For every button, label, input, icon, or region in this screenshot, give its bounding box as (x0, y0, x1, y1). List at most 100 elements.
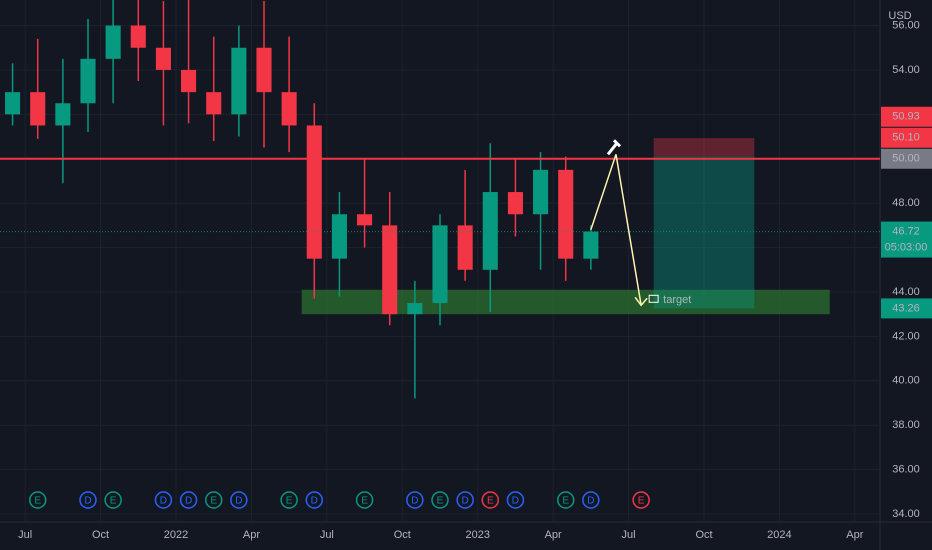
event-marker (481, 491, 500, 509)
x-tick-label: Apr (846, 529, 863, 541)
candle-body (5, 92, 21, 115)
annotation: target (663, 294, 691, 306)
candle-body (206, 92, 222, 115)
candle-body (357, 214, 373, 226)
event-label: E (562, 496, 569, 507)
price-tag-label: 50.10 (892, 132, 920, 144)
event-marker (28, 491, 47, 509)
event-label: E (361, 496, 368, 507)
candle-body (457, 225, 473, 270)
candle-body (30, 92, 46, 126)
event-label: D (462, 496, 469, 507)
candle-body (583, 231, 599, 259)
event-label: E (286, 496, 293, 507)
x-tick-label: Oct (394, 529, 411, 541)
candle-body (80, 58, 96, 104)
event-label: E (638, 496, 645, 507)
event-label: E (34, 496, 41, 507)
event-label: D (512, 496, 519, 507)
price-tag (881, 127, 932, 148)
candle-body (331, 214, 347, 259)
y-tick-label: 40.00 (892, 375, 920, 387)
y-tick-label: 34.00 (892, 508, 920, 520)
candle-body (306, 125, 322, 259)
y-tick-label: 56.00 (892, 19, 920, 31)
candle-body (155, 47, 171, 70)
candle-body (256, 47, 272, 93)
event-marker (305, 491, 324, 509)
y-tick-label: 54.00 (892, 64, 920, 76)
x-tick-label: 2024 (767, 529, 791, 541)
candle-body (105, 25, 121, 59)
candle-body (382, 225, 398, 315)
event-label: D (160, 496, 167, 507)
arrow-head (634, 296, 648, 307)
event-label: D (587, 496, 594, 507)
y-tick-label: 38.00 (892, 419, 920, 431)
price-tag (881, 298, 932, 319)
x-tick-label: 2022 (164, 529, 188, 541)
x-tick-label: 2023 (465, 529, 489, 541)
price-tag-label: 50.93 (892, 111, 920, 123)
countdown: 05:03:00 (885, 241, 928, 253)
y-tick-label: 44.00 (892, 286, 920, 298)
event-marker (582, 491, 600, 509)
event-label: E (210, 496, 217, 507)
event-marker (406, 491, 424, 509)
x-tick-label: Oct (695, 529, 712, 541)
x-tick-label: Apr (545, 529, 562, 541)
event-marker (230, 491, 248, 509)
x-tick-label: Jul (320, 529, 334, 541)
y-tick-label: 42.00 (892, 330, 920, 342)
candle-body (507, 192, 523, 215)
candle-body (482, 192, 498, 270)
event-marker (79, 491, 97, 509)
price-tag-label: 43.26 (892, 302, 920, 314)
event-marker (204, 491, 223, 509)
candle-body (558, 169, 574, 259)
event-marker (506, 491, 525, 509)
event-label: E (110, 496, 117, 507)
x-tick-label: Jul (622, 529, 636, 541)
event-label: D (311, 496, 318, 507)
event-label: E (437, 496, 444, 507)
candle-body (55, 103, 71, 126)
event-marker (456, 491, 474, 509)
target-area (653, 156, 755, 309)
candle-body (231, 47, 247, 115)
currency: USD (888, 10, 911, 22)
event-marker (556, 491, 575, 509)
price-tag-label: 46.72 (892, 225, 920, 237)
flag-icon (648, 294, 659, 303)
price-tag-label: 50.00 (892, 153, 920, 165)
x-tick-label: Oct (92, 529, 109, 541)
candle-body (181, 69, 197, 93)
event-marker (355, 491, 374, 509)
event-label: D (185, 496, 192, 507)
candle-body (407, 303, 423, 315)
price-tag (881, 221, 932, 258)
price-tag (881, 148, 932, 169)
x-tick-label: Apr (243, 529, 260, 541)
event-marker (104, 491, 122, 509)
event-label: D (84, 496, 91, 507)
event-marker (154, 491, 173, 509)
price-tag (881, 106, 932, 127)
event-marker (179, 491, 198, 509)
event-label: D (235, 496, 242, 507)
event-marker (431, 491, 449, 509)
y-tick-label: 36.00 (892, 464, 920, 476)
event-label: D (411, 496, 418, 507)
event-marker (280, 491, 298, 509)
candle-body (533, 169, 549, 215)
candle-body (281, 92, 297, 126)
stop-area (653, 138, 755, 157)
projection-path (590, 154, 642, 306)
event-marker (632, 491, 650, 509)
x-tick-label: Jul (18, 529, 32, 541)
candle-body (432, 225, 448, 304)
candle-body (130, 25, 146, 48)
y-tick-label: 48.00 (892, 197, 920, 209)
